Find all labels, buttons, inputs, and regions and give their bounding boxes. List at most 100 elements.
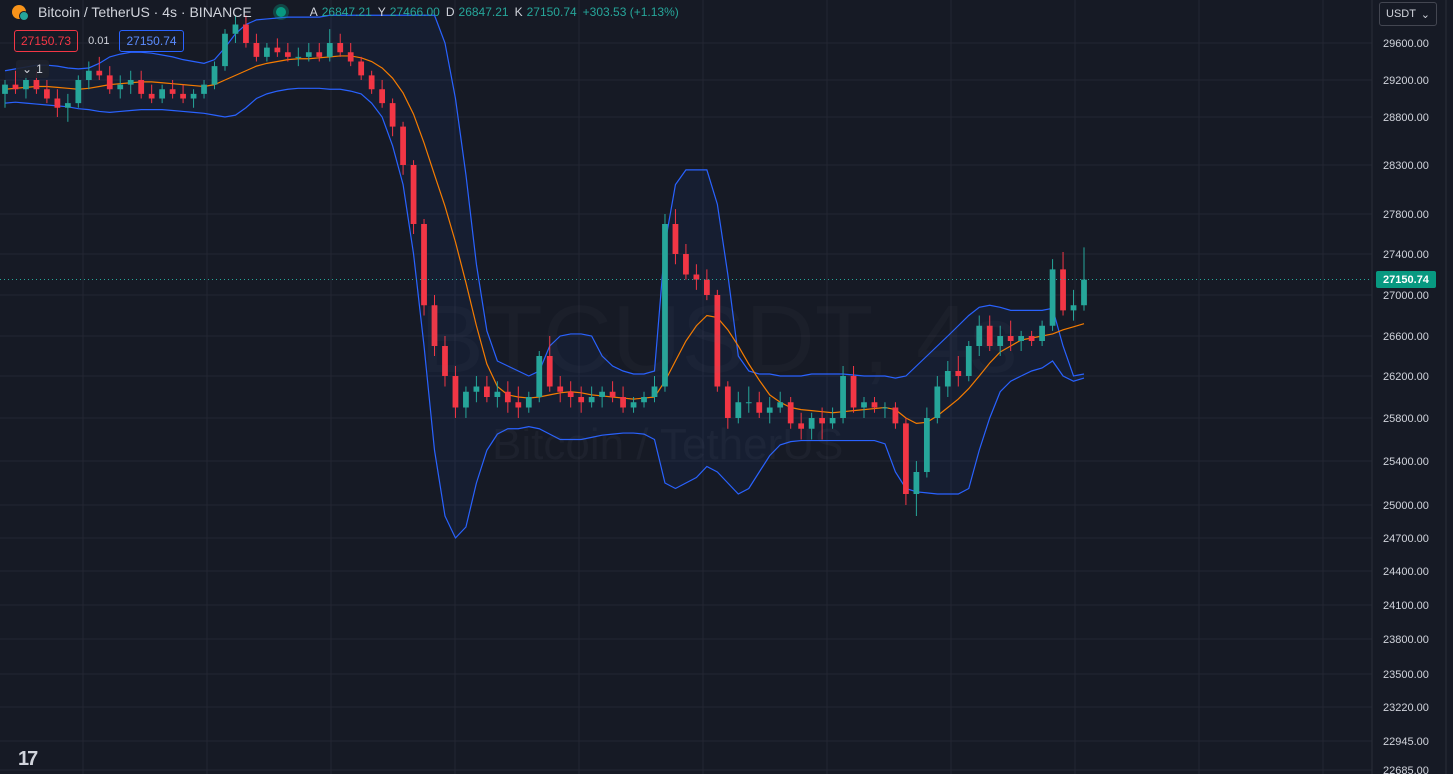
candle-body — [819, 418, 825, 424]
candle-body — [641, 397, 647, 403]
candle-body — [452, 376, 459, 408]
price-axis-tick-label: 23800.00 — [1383, 634, 1429, 646]
candle-body — [651, 386, 658, 397]
sell-button[interactable]: 27150.73 — [14, 30, 79, 52]
candle-body — [567, 391, 574, 397]
candle-body — [264, 47, 270, 57]
candle-body — [75, 80, 82, 104]
candle-body — [463, 391, 469, 408]
symbol-title[interactable]: Bitcoin / TetherUS · 4s · BINANCE — [38, 4, 252, 20]
candle-body — [536, 356, 543, 397]
price-axis-tick-label: 23500.00 — [1383, 669, 1429, 681]
price-axis-tick-label: 22685.00 — [1383, 765, 1429, 774]
change-value: +303.53 (+1.13%) — [582, 5, 679, 19]
candle-body — [243, 24, 249, 43]
candle-body — [1028, 336, 1035, 341]
candle-body — [965, 346, 972, 376]
candle-body — [766, 407, 773, 413]
candle-body — [871, 402, 878, 408]
bollinger-upper-line — [4, 14, 1085, 379]
candle-body — [808, 418, 815, 429]
candle-body — [106, 75, 113, 90]
candle-body — [1070, 305, 1077, 311]
candle-body — [944, 371, 951, 387]
price-axis-tick-label: 29600.00 — [1383, 38, 1429, 50]
spread-value: 0.01 — [88, 35, 110, 47]
indicators-toggle[interactable]: ⌄ 1 — [16, 60, 49, 78]
price-axis-tick-label: 25000.00 — [1383, 500, 1429, 512]
candle-body — [159, 89, 166, 99]
candle-body — [934, 386, 941, 418]
candle-body — [1007, 336, 1014, 341]
candle-body — [662, 224, 668, 387]
watermark-symbol: BTCUSDT, 4s — [420, 286, 1018, 393]
candle-body — [630, 402, 637, 408]
candle-body — [222, 33, 228, 67]
candle-body — [693, 274, 700, 280]
candle-body — [379, 89, 386, 104]
candle-body — [484, 386, 490, 397]
candle-body — [169, 89, 176, 94]
candle-body — [410, 165, 417, 224]
candle-body — [180, 93, 186, 99]
bollinger-fill — [5, 15, 1084, 538]
ohlc-values: A 26847.21 Y 27466.00 D 26847.21 K 27150… — [310, 5, 681, 19]
candle-body — [578, 397, 585, 403]
price-axis-tick-label: 25400.00 — [1383, 456, 1429, 468]
candle-body — [85, 70, 92, 80]
tradingview-logo-icon[interactable]: 17 — [18, 748, 38, 770]
candle-body — [683, 254, 689, 275]
candle-body — [609, 391, 616, 397]
candle-body — [861, 402, 867, 408]
candle-body — [955, 371, 962, 376]
candle-body — [913, 472, 920, 494]
candle-body — [23, 80, 29, 90]
candle-body — [442, 346, 448, 376]
currency-select[interactable]: USDT ⌄ — [1379, 2, 1437, 26]
candle-body — [64, 103, 71, 108]
candle-body — [923, 418, 930, 472]
candle-body — [829, 418, 836, 424]
candle-body — [714, 295, 721, 387]
candle-body — [473, 386, 480, 392]
candle-body — [358, 61, 365, 76]
candle-body — [892, 407, 899, 424]
price-axis-tick-label: 28300.00 — [1383, 160, 1429, 172]
chevron-down-icon: ⌄ — [22, 62, 33, 76]
candle-body — [253, 43, 260, 57]
candle-body — [672, 224, 679, 254]
candle-body — [798, 423, 805, 429]
candle-body — [504, 391, 511, 403]
chevron-down-icon: ⌄ — [1420, 8, 1430, 21]
trade-panel: 27150.73 0.01 27150.74 — [14, 30, 184, 52]
candle-body — [1018, 336, 1025, 341]
price-axis-tick-label: 27000.00 — [1383, 290, 1429, 302]
candle-body — [703, 279, 710, 295]
candle-body — [525, 397, 532, 408]
buy-button[interactable]: 27150.74 — [119, 30, 184, 52]
candle-body — [337, 43, 344, 53]
candle-body — [274, 47, 281, 53]
candle-body — [557, 386, 564, 392]
price-axis-tick-label: 26200.00 — [1383, 371, 1429, 383]
candle-body — [33, 80, 40, 90]
candle-body — [117, 84, 124, 90]
candle-body — [127, 80, 134, 85]
price-axis-tick-label: 26600.00 — [1383, 331, 1429, 343]
candle-body — [305, 52, 312, 57]
candle-body — [724, 386, 731, 418]
open-value: 26847.21 — [321, 5, 372, 19]
price-axis-tick-label: 28800.00 — [1383, 112, 1429, 124]
candle-body — [599, 391, 605, 397]
candle-body — [882, 407, 888, 409]
candle-body — [12, 84, 19, 90]
price-axis-tick-label: 22945.00 — [1383, 736, 1429, 748]
candle-body — [431, 305, 438, 346]
price-axis-tick-label: 27400.00 — [1383, 249, 1429, 261]
candle-body — [494, 391, 501, 397]
market-status-icon[interactable] — [275, 7, 286, 17]
candle-body — [232, 24, 239, 34]
price-axis-tick-label: 24700.00 — [1383, 533, 1429, 545]
candle-body — [903, 423, 909, 494]
